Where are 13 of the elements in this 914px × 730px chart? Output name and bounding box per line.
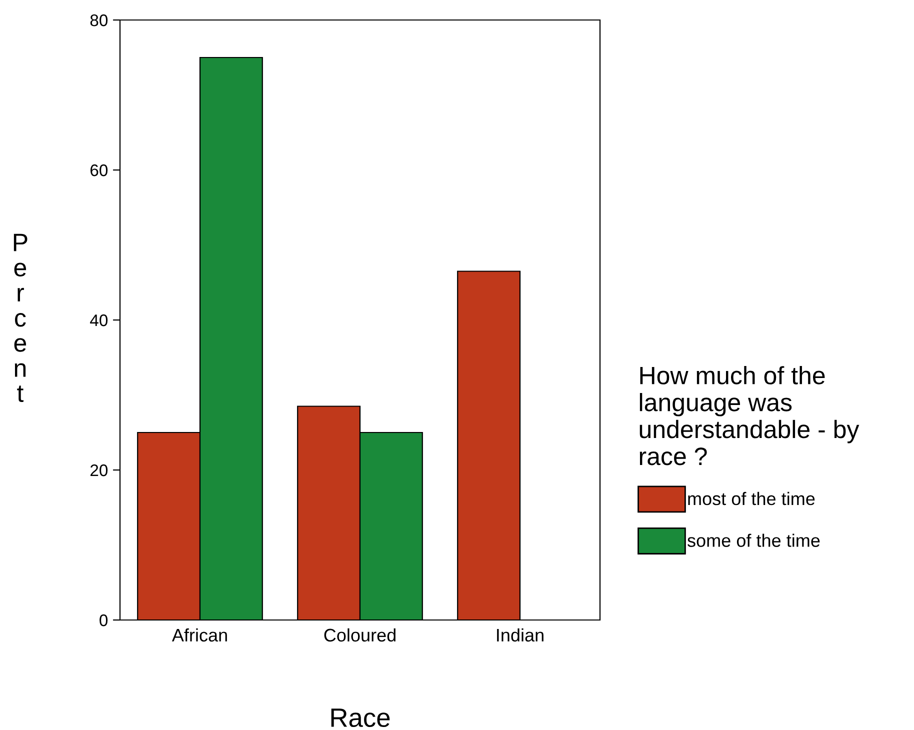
x-tick-label: Indian	[497, 628, 544, 642]
legend-label: most of the time	[688, 492, 815, 506]
y-tick-label: 40	[90, 314, 108, 326]
x-axis-title: Race	[331, 708, 390, 728]
x-tick-label: African	[172, 628, 227, 642]
y-axis-title: Percent	[14, 234, 28, 402]
y-tick-label: 80	[90, 14, 108, 26]
legend-label: some of the time	[688, 534, 820, 547]
legend-title: How much of the language was understandable - by race ?	[640, 366, 860, 466]
y-tick-label: 0	[100, 614, 108, 626]
x-tick-label: Coloured	[324, 628, 396, 642]
y-tick-label: 60	[90, 164, 108, 176]
y-tick-label: 20	[90, 464, 108, 476]
